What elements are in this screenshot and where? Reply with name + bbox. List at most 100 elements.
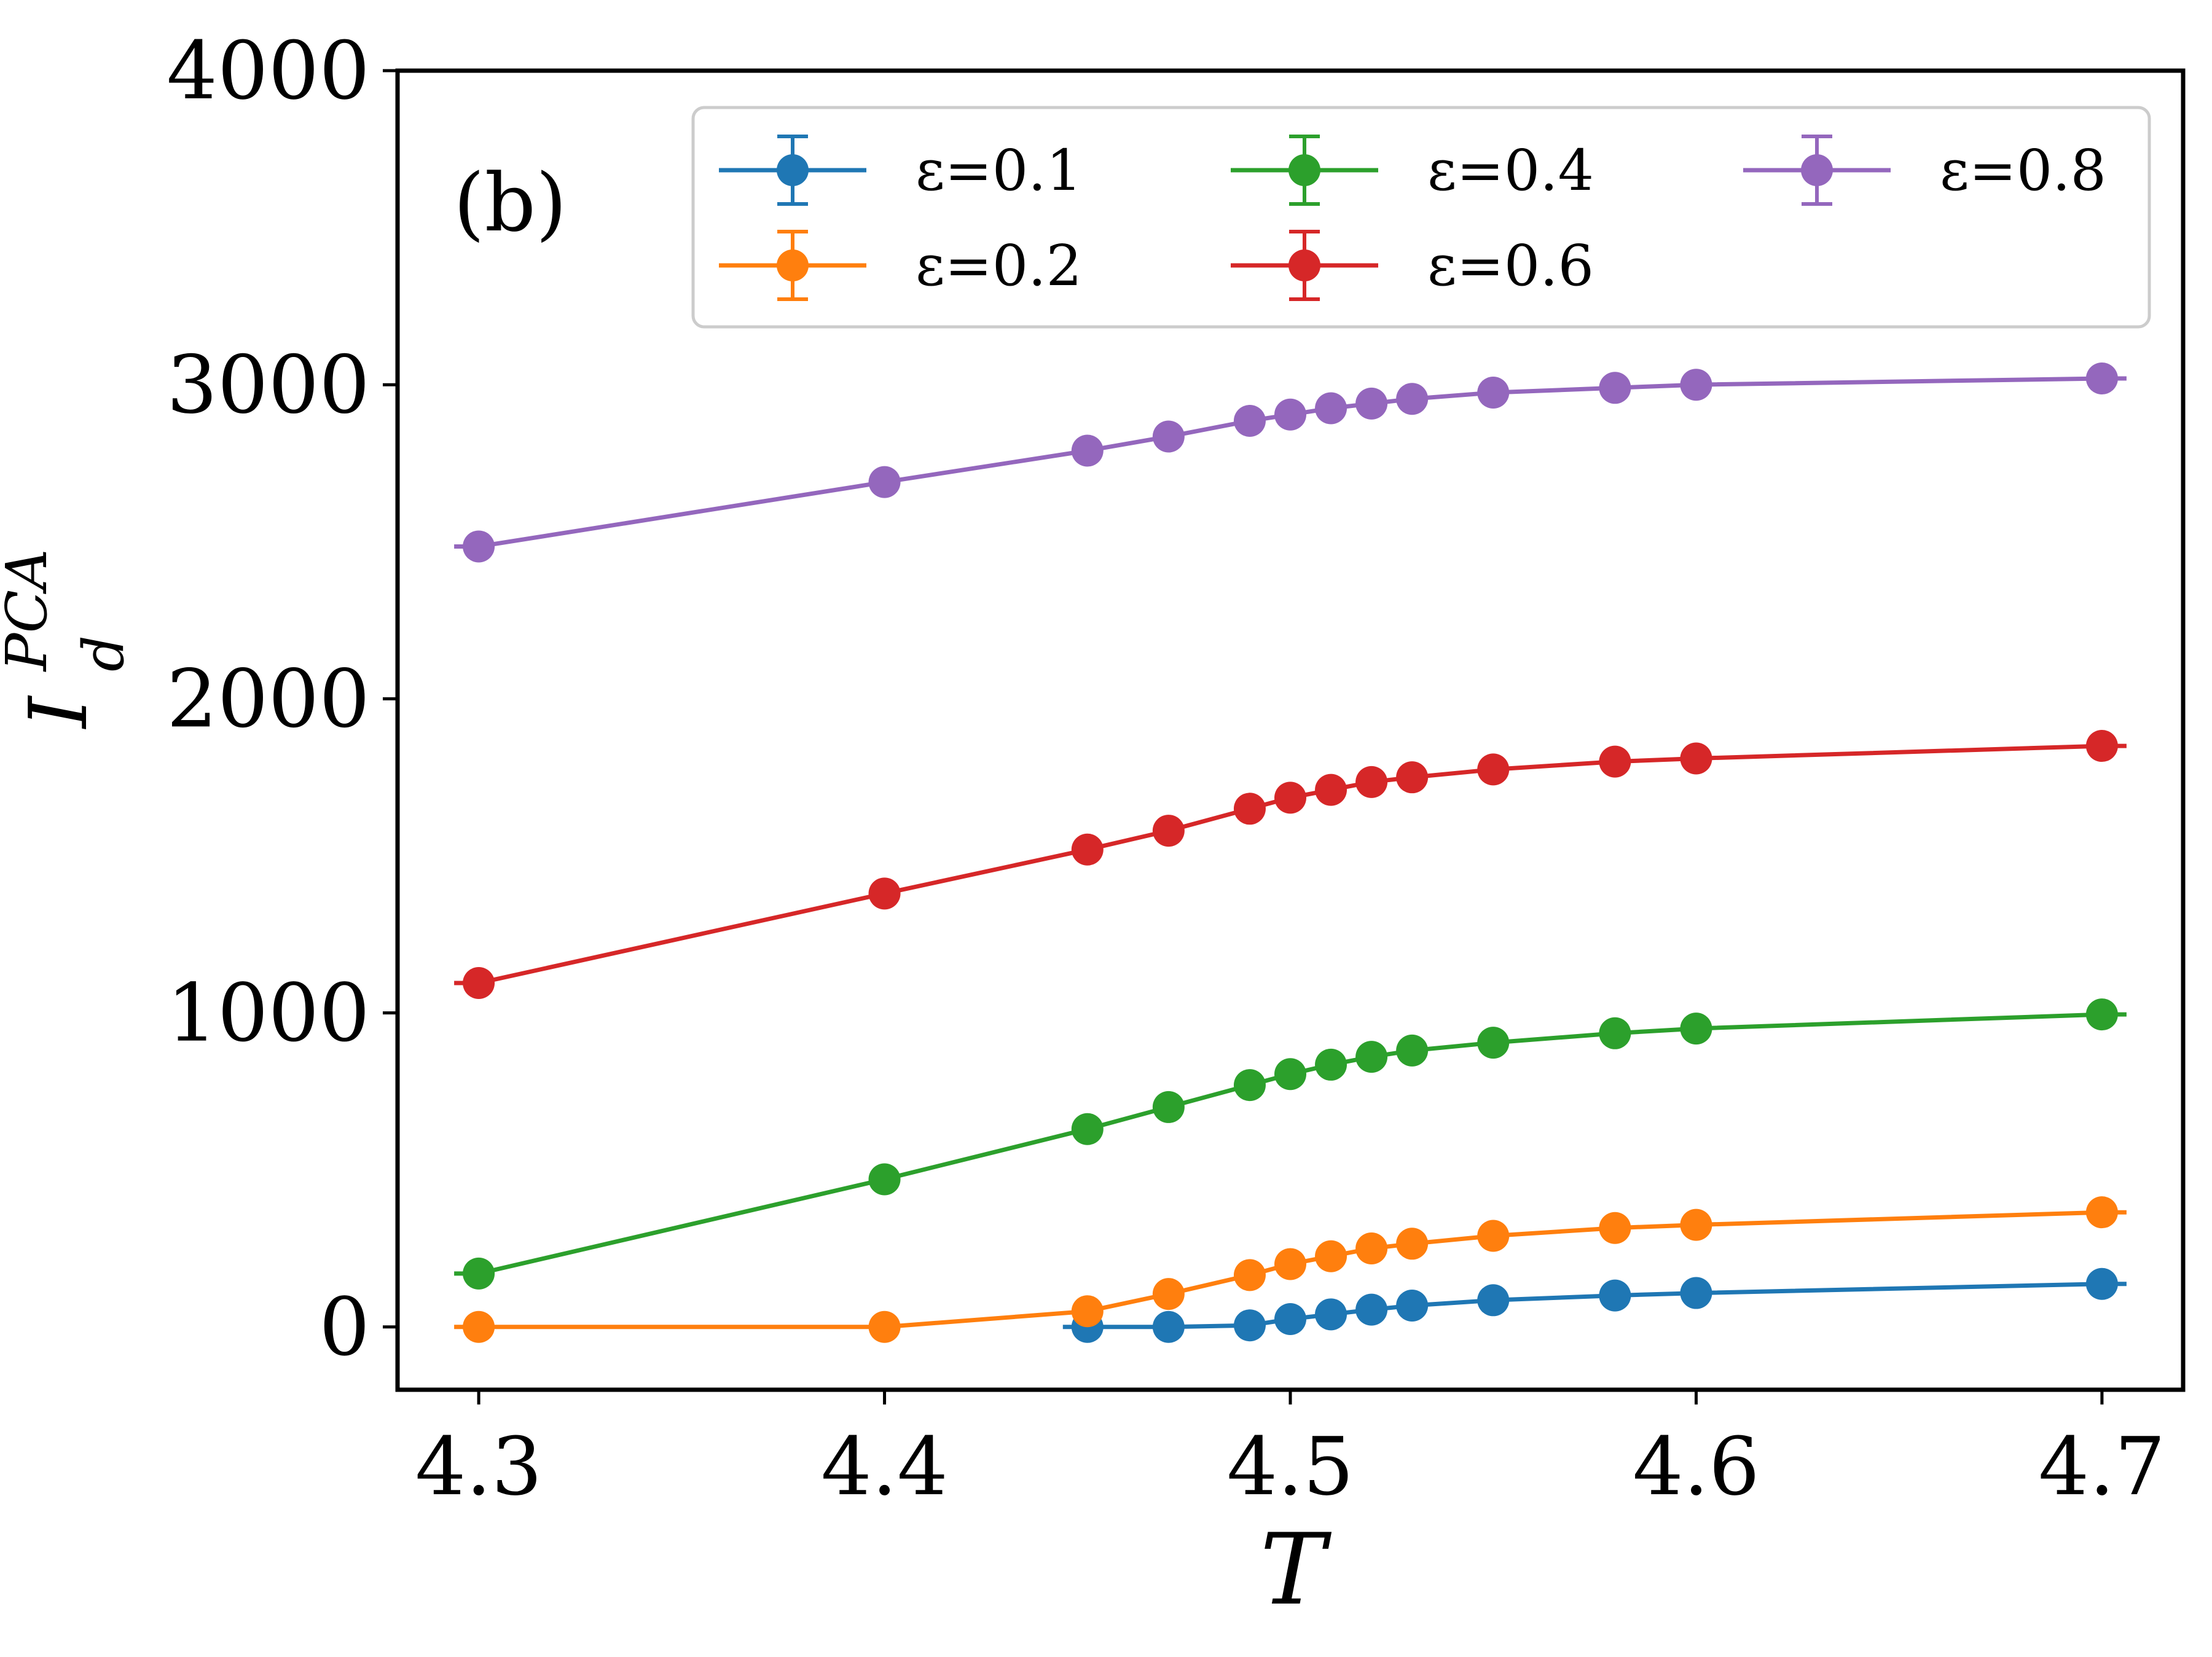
data-point-eps-0-2	[1355, 1232, 1388, 1264]
y-axis-label-sub: d	[71, 635, 136, 672]
data-point-eps-0-8	[463, 530, 495, 563]
data-point-eps-0-1	[1274, 1302, 1306, 1335]
data-point-eps-0-8	[1233, 404, 1266, 437]
data-point-eps-0-4	[1315, 1048, 1347, 1081]
data-point-eps-0-6	[1071, 833, 1104, 866]
data-point-eps-0-2	[868, 1310, 901, 1343]
data-point-eps-0-8	[1599, 372, 1631, 404]
data-point-eps-0-1	[1233, 1309, 1266, 1342]
data-point-eps-0-2	[1152, 1278, 1185, 1310]
y-tick-label: 3000	[167, 338, 370, 431]
data-point-eps-0-8	[1396, 383, 1429, 415]
panel-label: (b)	[453, 156, 567, 249]
data-point-eps-0-1	[1152, 1310, 1185, 1343]
series-eps-0-1	[1062, 1267, 2127, 1343]
data-point-eps-0-6	[1477, 753, 1510, 786]
y-axis: 0 1000 2000 3000 4000	[167, 24, 398, 1374]
data-point-eps-0-4	[868, 1163, 901, 1196]
data-point-eps-0-4	[1599, 1017, 1631, 1049]
legend-marker	[1288, 154, 1320, 186]
data-point-eps-0-4	[1355, 1041, 1388, 1073]
data-point-eps-0-4	[1396, 1034, 1429, 1067]
y-tick-label: 1000	[167, 966, 370, 1060]
data-point-eps-0-4	[1233, 1069, 1266, 1102]
data-point-eps-0-8	[1071, 434, 1104, 467]
data-point-eps-0-1	[1680, 1277, 1712, 1309]
data-point-eps-0-2	[1477, 1220, 1510, 1252]
legend-marker	[1801, 154, 1833, 186]
legend-item-eps-0-4: ε=0.4	[1231, 135, 1594, 206]
data-point-eps-0-4	[1680, 1013, 1712, 1045]
data-point-eps-0-2	[463, 1310, 495, 1343]
data-point-eps-0-2	[1233, 1259, 1266, 1291]
data-point-eps-0-1	[1315, 1298, 1347, 1331]
x-axis-label: T	[1260, 1512, 1332, 1627]
data-point-eps-0-8	[1477, 376, 1510, 409]
data-point-eps-0-6	[463, 967, 495, 1000]
y-tick-label: 0	[319, 1280, 370, 1374]
data-point-eps-0-2	[1680, 1208, 1712, 1241]
data-point-eps-0-2	[1071, 1295, 1104, 1328]
data-point-eps-0-1	[2085, 1267, 2118, 1300]
data-point-eps-0-8	[1315, 392, 1347, 425]
y-axis-label-base: I	[12, 695, 105, 729]
data-point-eps-0-4	[1274, 1058, 1306, 1091]
legend-marker	[777, 249, 809, 281]
data-point-eps-0-4	[1477, 1027, 1510, 1059]
data-point-eps-0-6	[1315, 774, 1347, 806]
data-point-eps-0-2	[1274, 1248, 1306, 1280]
data-point-eps-0-2	[1599, 1212, 1631, 1244]
legend-item-eps-0-1: ε=0.1	[719, 135, 1082, 206]
series-eps-0-2	[454, 1196, 2127, 1343]
data-point-eps-0-8	[1152, 420, 1185, 453]
series-eps-0-8	[454, 362, 2127, 563]
legend-label: ε=0.6	[1427, 233, 1594, 299]
y-axis-label: I PCA d	[0, 549, 136, 729]
legend: ε=0.1 ε=0.2 ε=0.4 ε=0.6 ε=0.8	[691, 106, 2151, 329]
x-tick-label: 4.5	[1227, 1420, 1354, 1513]
x-axis: 4.3 4.4 4.5 4.6 4.7	[415, 1390, 2166, 1513]
data-point-eps-0-8	[1274, 398, 1306, 431]
data-point-eps-0-8	[2085, 362, 2118, 394]
data-point-eps-0-6	[1274, 781, 1306, 814]
data-point-eps-0-6	[2085, 730, 2118, 762]
data-point-eps-0-8	[1680, 369, 1712, 401]
data-point-eps-0-2	[1396, 1228, 1429, 1260]
data-point-eps-0-2	[1315, 1240, 1347, 1272]
legend-item-eps-0-6: ε=0.6	[1231, 230, 1594, 301]
y-tick-label: 2000	[167, 652, 370, 745]
data-point-eps-0-6	[1152, 815, 1185, 847]
legend-box	[691, 106, 2151, 329]
data-point-eps-0-8	[868, 466, 901, 498]
data-point-eps-0-6	[1355, 766, 1388, 798]
data-point-eps-0-6	[1233, 793, 1266, 825]
y-tick-label: 4000	[167, 24, 370, 117]
x-tick-label: 4.6	[1633, 1420, 1760, 1513]
legend-item-eps-0-8: ε=0.8	[1743, 135, 2106, 206]
series-eps-0-4	[454, 998, 2127, 1290]
y-axis-label-sup: PCA	[0, 549, 60, 673]
data-point-eps-0-6	[1599, 745, 1631, 778]
data-point-eps-0-8	[1355, 387, 1388, 420]
data-point-eps-0-6	[868, 877, 901, 910]
data-point-eps-0-1	[1396, 1290, 1429, 1322]
data-point-eps-0-1	[1599, 1279, 1631, 1312]
data-point-eps-0-4	[2085, 998, 2118, 1031]
data-point-eps-0-4	[463, 1257, 495, 1290]
data-point-eps-0-1	[1355, 1293, 1388, 1326]
plot-series-layer	[454, 362, 2127, 1343]
legend-item-eps-0-2: ε=0.2	[719, 230, 1082, 301]
x-tick-label: 4.3	[415, 1420, 543, 1513]
data-point-eps-0-6	[1680, 742, 1712, 775]
data-point-eps-0-2	[2085, 1196, 2118, 1229]
x-tick-label: 4.7	[2039, 1420, 2166, 1513]
data-point-eps-0-1	[1477, 1284, 1510, 1317]
series-eps-0-6	[454, 730, 2127, 1000]
legend-label: ε=0.4	[1427, 138, 1594, 203]
legend-label: ε=0.1	[916, 138, 1082, 203]
legend-label: ε=0.2	[916, 233, 1082, 299]
svg-text:I PCA: I PCA	[0, 549, 105, 729]
legend-label: ε=0.8	[1940, 138, 2106, 203]
x-tick-label: 4.4	[821, 1420, 948, 1513]
